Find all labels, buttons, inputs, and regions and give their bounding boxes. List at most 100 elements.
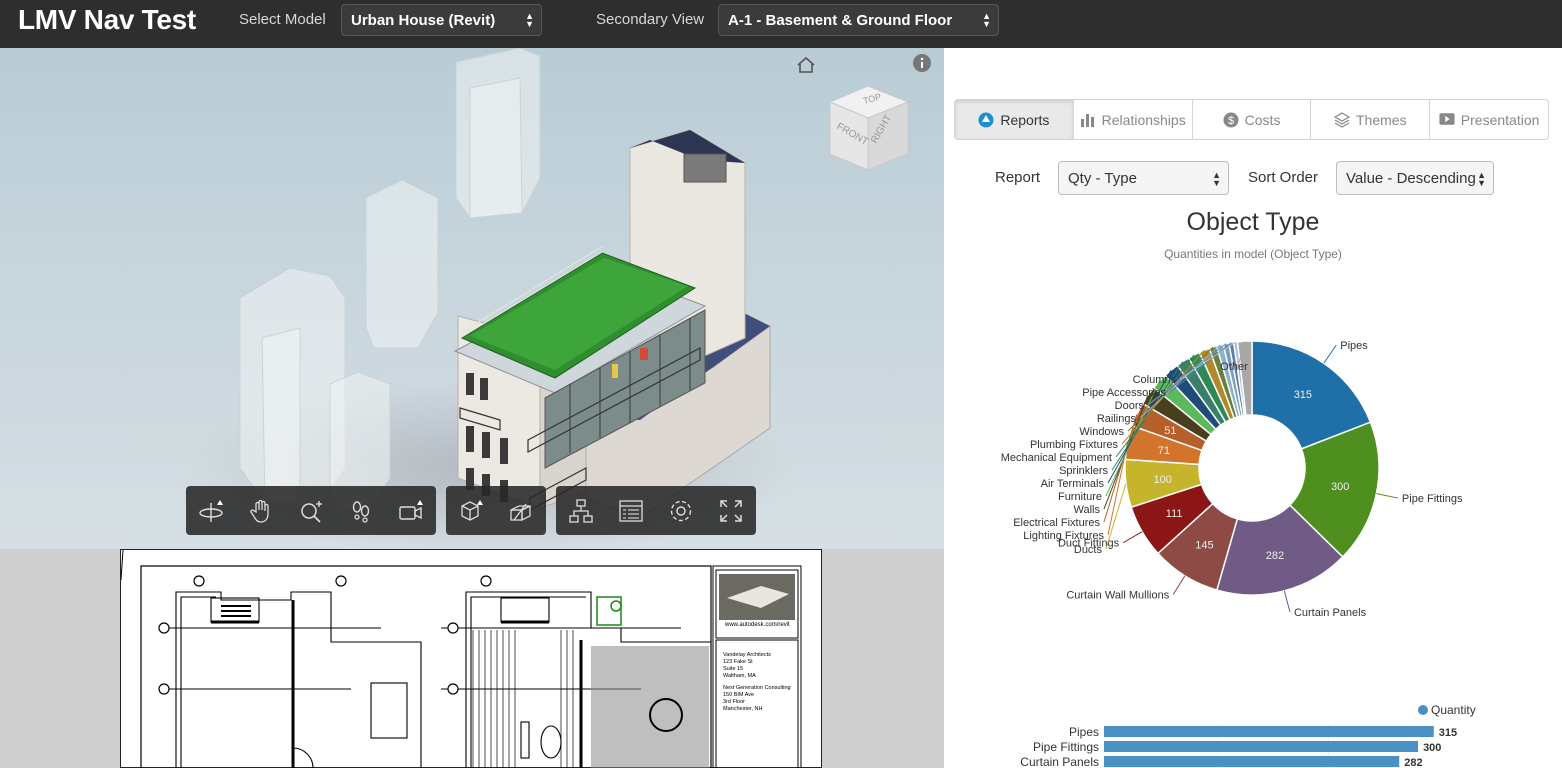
explode-icon[interactable] (446, 486, 496, 535)
legend-label: Quantity (1431, 703, 1476, 717)
sheet-website: www.autodesk.com/revit (725, 622, 790, 628)
quantity-bar-chart: Quantity Pipes 315 Pipe Fittings 300 Curtain … (1020, 703, 1476, 768)
settings-icon[interactable] (656, 486, 706, 535)
report-select-value: Qty - Type (1068, 170, 1137, 187)
tab-themes[interactable]: Themes (1311, 100, 1431, 139)
tab-costs[interactable]: $ Costs (1193, 100, 1312, 139)
slice-value-label: 100 (1154, 474, 1172, 486)
tab-presentation[interactable]: Presentation (1430, 100, 1548, 139)
info-icon[interactable] (911, 52, 933, 74)
select-model-label: Select Model (239, 11, 326, 28)
camera-icon[interactable] (386, 486, 436, 535)
slice-category-label: Sprinklers (1059, 465, 1108, 477)
donut-slice-other[interactable] (1236, 340, 1253, 417)
slice-value-label: 315 (1294, 389, 1312, 401)
legend-marker (1418, 705, 1428, 715)
bar-pipes[interactable] (1104, 726, 1434, 737)
model-select-value: Urban House (Revit) (351, 12, 496, 29)
pan-icon[interactable] (236, 486, 286, 535)
sheet-consultant-line: Manchester, NH (723, 706, 763, 712)
slice-value-label: 145 (1195, 539, 1213, 551)
zoom-icon[interactable] (286, 486, 336, 535)
play-icon (1439, 112, 1455, 128)
fullscreen-icon[interactable] (706, 486, 756, 535)
donut-chart: 315 Pipes 300 Pipe Fittings 282 Curtain Panel… (1001, 340, 1463, 619)
reports-icon (978, 112, 994, 128)
chart-subtitle: Quantities in model (Object Type) (1164, 247, 1342, 261)
properties-icon[interactable] (606, 486, 656, 535)
sheet-architect-line: Vandelay Architects (723, 652, 771, 658)
navigation-toolbar (186, 486, 436, 535)
label-connector (1179, 341, 1236, 380)
layers-icon (1334, 111, 1350, 128)
bar-curtain-panels[interactable] (1104, 756, 1400, 767)
viewcube[interactable]: TOP FRONT RIGHT (826, 82, 916, 178)
slice-category-label: Ducts (1074, 544, 1103, 556)
panel-tabs: Reports Relationships $ Costs Themes Pre… (954, 99, 1549, 140)
app-title: LMV Nav Test (18, 4, 196, 35)
floor-plan-drawing (121, 550, 802, 768)
slice-category-label: Furniture (1058, 491, 1102, 503)
orbit-icon[interactable] (186, 486, 236, 535)
slice-category-label: Walls (1074, 504, 1101, 516)
donut-slice-pipe-fittings[interactable] (1288, 421, 1380, 558)
slice-category-label: Duct Fittings (1058, 538, 1120, 550)
viewcube-top-label: TOP (862, 92, 882, 106)
tab-label: Reports (1000, 111, 1050, 128)
label-connector (1139, 344, 1221, 419)
select-arrows-icon: ▲ ▼ (1212, 170, 1221, 188)
sort-order-select-value: Value - Descending (1346, 170, 1476, 187)
slice-value-label: 111 (1166, 508, 1183, 520)
model-select[interactable]: Urban House (Revit) ▲ ▼ (341, 4, 542, 36)
tab-label: Relationships (1101, 111, 1186, 128)
sort-order-select[interactable]: Value - Descending ▲ ▼ (1336, 161, 1494, 195)
tab-reports[interactable]: Reports (955, 100, 1074, 139)
tab-label: Presentation (1460, 111, 1540, 128)
label-connector (1283, 590, 1291, 613)
slice-category-label: Railings (1097, 413, 1137, 425)
slice-category-label: Other (1220, 361, 1248, 373)
slice-category-label: Electrical Fixtures (1013, 517, 1100, 529)
bar-chart-icon (1080, 112, 1096, 128)
bar-category-label: Curtain Panels (1020, 755, 1099, 768)
slice-category-label: Pipe Accessories (1082, 387, 1166, 399)
bar-value-label: 315 (1439, 727, 1457, 739)
select-arrows-icon: ▲ ▼ (982, 11, 991, 29)
label-connector (1107, 442, 1129, 536)
donut-slice-curtain-panels[interactable] (1215, 504, 1344, 596)
slice-value-label: 300 (1331, 481, 1349, 493)
slice-value-label: 282 (1266, 550, 1284, 562)
label-connector (1105, 483, 1127, 550)
first-person-icon[interactable] (336, 486, 386, 535)
sort-order-label: Sort Order (1248, 169, 1319, 186)
sheet-consultant-line: 3rd Floor (723, 699, 746, 705)
bar-value-label: 282 (1404, 757, 1422, 768)
label-connector (1169, 342, 1232, 393)
tab-relationships[interactable]: Relationships (1074, 100, 1193, 139)
label-connector (1103, 414, 1138, 523)
label-connector (1323, 344, 1337, 364)
label-connector (1172, 575, 1186, 595)
chart-title: Object Type (1186, 208, 1320, 236)
section-icon[interactable] (496, 486, 546, 535)
sheet-consultant-line: 150 BIM Ave (723, 692, 755, 698)
sheet-consultant-line: Next Generation Consulting (723, 685, 791, 691)
drawing-sheet: www.autodesk.com/revit Vandelay Architec… (120, 549, 822, 768)
sheet-architect-line: Suite 15 (723, 666, 744, 672)
secondary-view-2d[interactable]: www.autodesk.com/revit Vandelay Architec… (0, 549, 944, 768)
donut-slice-pipes[interactable] (1251, 340, 1372, 450)
sheet-architect-line: Waltham, MA (723, 673, 756, 679)
dollar-icon: $ (1223, 112, 1239, 128)
model-browser-icon[interactable] (556, 486, 606, 535)
3d-viewer[interactable]: TOP FRONT RIGHT (0, 48, 944, 549)
slice-category-label: Doors (1115, 400, 1145, 412)
home-icon[interactable] (795, 54, 817, 76)
tab-label: Costs (1244, 111, 1281, 128)
reports-panel: Reports Relationships $ Costs Themes Pre… (944, 48, 1562, 768)
building-model (239, 48, 771, 519)
secondary-view-select[interactable]: A-1 - Basement & Ground Floor ▲ ▼ (718, 4, 999, 36)
bar-pipe-fittings[interactable] (1104, 741, 1419, 752)
report-label: Report (995, 169, 1041, 186)
report-select[interactable]: Qty - Type ▲ ▼ (1058, 161, 1229, 195)
sheet-architect-line: 123 Fake St (723, 659, 753, 665)
